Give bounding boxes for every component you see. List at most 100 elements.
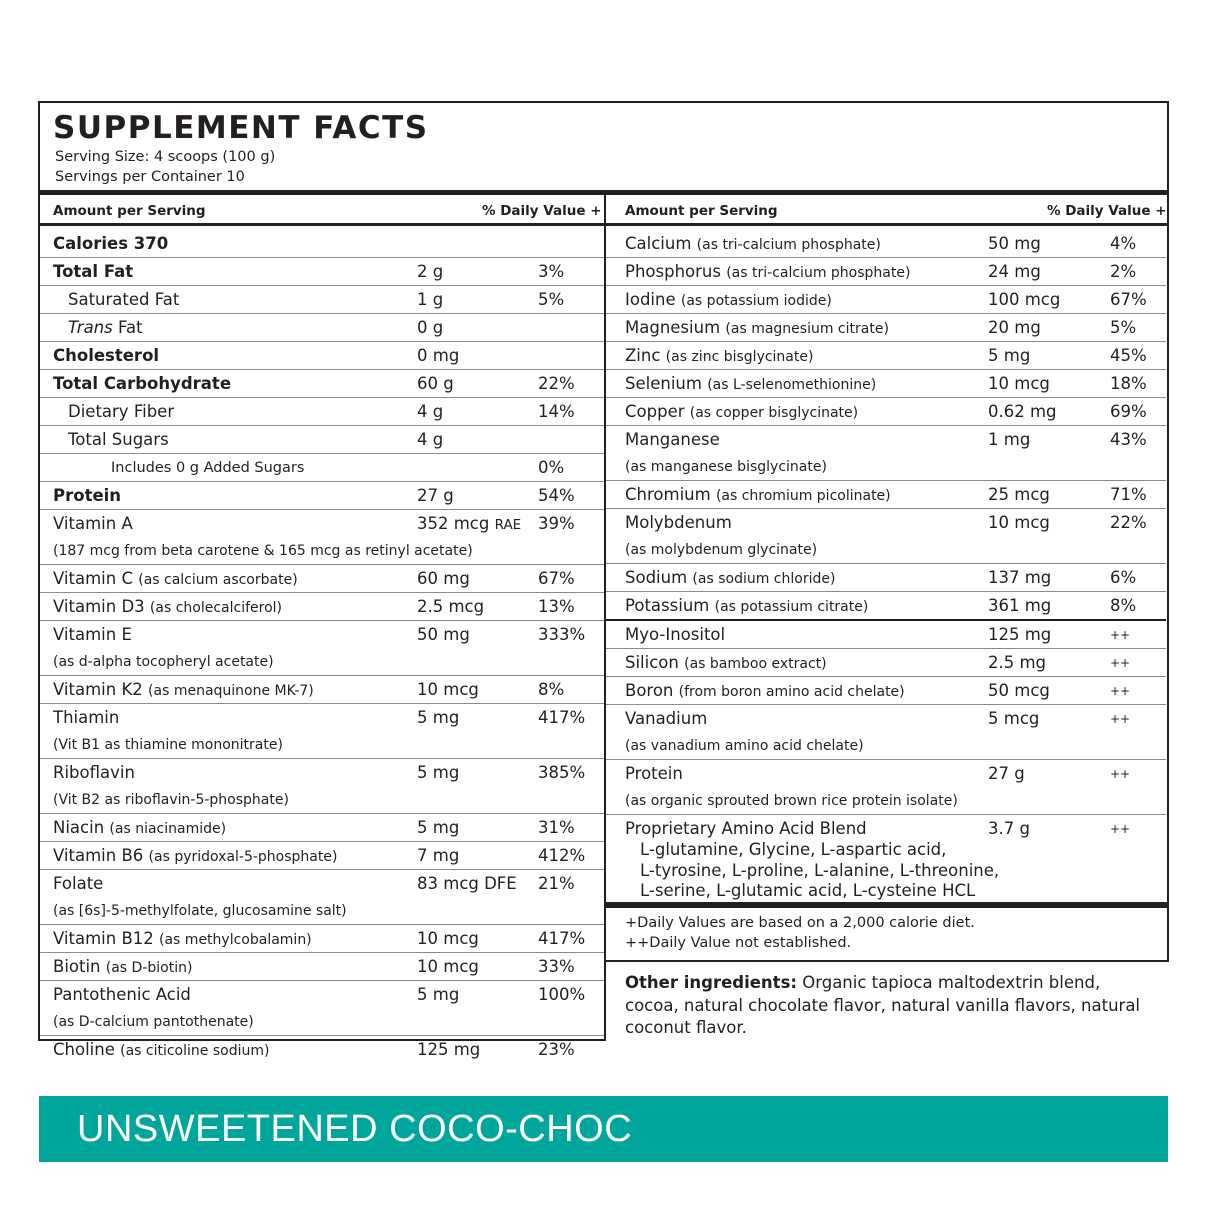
nutrient-name-text: Riboflavin xyxy=(53,763,135,782)
nutrient-row: 125 mg ++ Myo-Inositol xyxy=(606,621,1166,649)
nutrient-row: 100 mcg 67% Iodine (as potassium iodide) xyxy=(606,286,1166,314)
nutrient-amount: 1 g xyxy=(417,290,443,309)
nutrient-amount-value: 1 g xyxy=(417,290,444,309)
nutrient-source: (as cholecalciferol) xyxy=(149,600,282,616)
nutrient-daily-value: ++ xyxy=(1110,684,1131,698)
nutrient-daily-value: 417% xyxy=(538,708,586,727)
left-nutrient-table: Calories 370 2 g 3% Total Fat 1 g 5% Saturated… xyxy=(40,230,604,1063)
nutrient-source: (as magnesium citrate) xyxy=(725,321,889,337)
nutrient-amount: 125 mg xyxy=(988,625,1051,644)
nutrient-daily-value: 14% xyxy=(538,402,575,421)
nutrient-row: 352 mcg RAE 39% Vitamin A (187 mcg from bet… xyxy=(40,510,604,565)
nutrient-name: Biotin (as D-biotin) xyxy=(53,957,192,976)
nutrient-amount-value: 50 mcg xyxy=(988,681,1050,700)
nutrient-row: 361 mg 8% Potassium (as potassium citrate) xyxy=(606,592,1166,621)
nutrient-source-line: (as D-calcium pantothenate) xyxy=(53,1013,254,1030)
nutrient-amount-value: 137 mg xyxy=(988,568,1052,587)
nutrient-amount: 4 g xyxy=(417,430,443,449)
nutrient-amount-value: 10 mcg xyxy=(417,957,479,976)
nutrient-daily-value: 69% xyxy=(1110,402,1147,421)
nutrient-amount-value: 100 mcg xyxy=(988,290,1061,309)
nutrient-name: Vitamin D3 (as cholecalciferol) xyxy=(53,597,282,616)
nutrient-source-line: (Vit B2 as riboflavin-5-phosphate) xyxy=(53,791,289,808)
nutrient-name-text: Potassium xyxy=(625,596,710,615)
nutrient-name: Proprietary Amino Acid Blend xyxy=(625,819,867,838)
nutrient-daily-value: 8% xyxy=(538,680,565,699)
footnote-not-established: ++Daily Value not established. xyxy=(625,935,852,951)
nutrient-name-text: Total Sugars xyxy=(68,430,169,449)
nutrient-row: 5 mg 385% Riboflavin (Vit B2 as riboflavin-… xyxy=(40,759,604,814)
nutrient-name: Total Fat xyxy=(53,262,133,281)
nutrient-amount-value: 60 mg xyxy=(417,569,470,588)
nutrient-amount: 10 mcg xyxy=(417,929,479,948)
nutrient-row: 50 mg 333% Vitamin E (as d-alpha tocopheryl… xyxy=(40,621,604,676)
nutrient-name-text: Total Fat xyxy=(53,262,134,281)
flavor-name: UNSWEETENED COCO-CHOC xyxy=(77,1107,633,1150)
nutrient-amount-value: 27 g xyxy=(417,486,454,505)
left-table-bottom-border xyxy=(38,1039,606,1041)
nutrient-row: 0 mg Cholesterol xyxy=(40,342,604,370)
nutrient-amount-value: 352 mcg xyxy=(417,514,490,533)
nutrient-row: 10 mcg 22% Molybdenum (as molybdenum glycin… xyxy=(606,509,1166,564)
nutrient-row: 5 mcg ++ Vanadium (as vanadium amino acid c… xyxy=(606,705,1166,760)
nutrient-daily-value: 5% xyxy=(538,290,565,309)
nutrient-source: (as pyridoxal-5-phosphate) xyxy=(148,849,338,865)
nutrient-daily-value: ++ xyxy=(1110,628,1131,642)
nutrient-daily-value: 39% xyxy=(538,514,575,533)
nutrient-name: Manganese xyxy=(625,430,720,449)
nutrient-daily-value: 4% xyxy=(1110,234,1137,253)
other-ingredients: Other ingredients: Organic tapioca malto… xyxy=(625,972,1155,1040)
nutrient-amount: 10 mcg xyxy=(417,680,479,699)
nutrient-source-line: (Vit B1 as thiamine mononitrate) xyxy=(53,736,283,753)
nutrient-name: Myo-Inositol xyxy=(625,625,725,644)
nutrient-name: Selenium (as L-selenomethionine) xyxy=(625,374,876,393)
nutrient-amount: 5 mg xyxy=(988,346,1030,365)
servings-per-container: Servings per Container 10 xyxy=(55,169,245,185)
nutrient-amount-value: 361 mg xyxy=(988,596,1052,615)
nutrient-amount-value: 2.5 mcg xyxy=(417,597,485,616)
nutrient-row: 5 mg 31% Niacin (as niacinamide) xyxy=(40,814,604,842)
nutrient-row: 0% Includes 0 g Added Sugars xyxy=(40,454,604,482)
footnote-dv: +Daily Values are based on a 2,000 calor… xyxy=(625,915,975,931)
nutrient-amount: 27 g xyxy=(988,764,1025,783)
nutrient-amount: 10 mcg xyxy=(988,374,1050,393)
nutrient-name: Iodine (as potassium iodide) xyxy=(625,290,832,309)
nutrient-source: (as niacinamide) xyxy=(109,821,227,837)
nutrient-name: Silicon (as bamboo extract) xyxy=(625,653,827,672)
title-divider-bar xyxy=(39,190,1168,195)
nutrient-source: (as potassium iodide) xyxy=(680,293,832,309)
nutrient-row: 83 mcg DFE 21% Folate (as [6s]-5-methylfola… xyxy=(40,870,604,925)
nutrient-row: 10 mcg 33% Biotin (as D-biotin) xyxy=(40,953,604,981)
nutrient-source-line: (as manganese bisglycinate) xyxy=(625,458,827,475)
nutrient-amount: 2 g xyxy=(417,262,443,281)
flavor-banner: UNSWEETENED COCO-CHOC xyxy=(39,1096,1168,1162)
nutrient-source-line: (as molybdenum glycinate) xyxy=(625,541,818,558)
nutrient-name-text: Vitamin B6 xyxy=(53,846,144,865)
nutrient-name-text: Vanadium xyxy=(625,709,708,728)
nutrient-name-text: Magnesium xyxy=(625,318,721,337)
nutrient-amount: 5 mg xyxy=(417,985,459,1004)
nutrient-source: (as menaquinone MK-7) xyxy=(148,683,314,699)
nutrient-row: 10 mcg 8% Vitamin K2 (as menaquinone MK-7) xyxy=(40,676,604,704)
nutrient-row: 2.5 mcg 13% Vitamin D3 (as cholecalciferol… xyxy=(40,593,604,621)
nutrient-amount-value: 10 mcg xyxy=(988,513,1050,532)
nutrient-row: 0.62 mg 69% Copper (as copper bisglycinate… xyxy=(606,398,1166,426)
nutrient-daily-value: 67% xyxy=(538,569,575,588)
nutrient-amount: 60 mg xyxy=(417,569,470,588)
right-nutrient-table: 50 mg 4% Calcium (as tri-calcium phosphate… xyxy=(606,230,1166,911)
nutrient-name-text: Vitamin A xyxy=(53,514,133,533)
nutrient-daily-value: 13% xyxy=(538,597,575,616)
nutrient-source-line: (as [6s]-5-methylfolate, glucosamine sal… xyxy=(53,902,347,919)
other-ingredients-text: Organic tapioca maltodextrin blend, coco… xyxy=(625,973,1141,1037)
nutrient-daily-value: 412% xyxy=(538,846,586,865)
nutrient-amount-value: 125 mg xyxy=(417,1040,481,1059)
serving-size: Serving Size: 4 scoops (100 g) xyxy=(55,149,276,165)
nutrient-row: 10 mcg 417% Vitamin B12 (as methylcobalami… xyxy=(40,925,604,953)
nutrient-name-text: Vitamin C xyxy=(53,569,133,588)
nutrient-row: 10 mcg 18% Selenium (as L-selenomethionine… xyxy=(606,370,1166,398)
nutrient-amount-value: 125 mg xyxy=(988,625,1052,644)
nutrient-row: 60 mg 67% Vitamin C (as calcium ascorbate) xyxy=(40,565,604,593)
nutrient-name: Cholesterol xyxy=(53,346,159,365)
nutrient-amount-unit: RAE xyxy=(494,517,522,533)
nutrient-daily-value: 45% xyxy=(1110,346,1147,365)
